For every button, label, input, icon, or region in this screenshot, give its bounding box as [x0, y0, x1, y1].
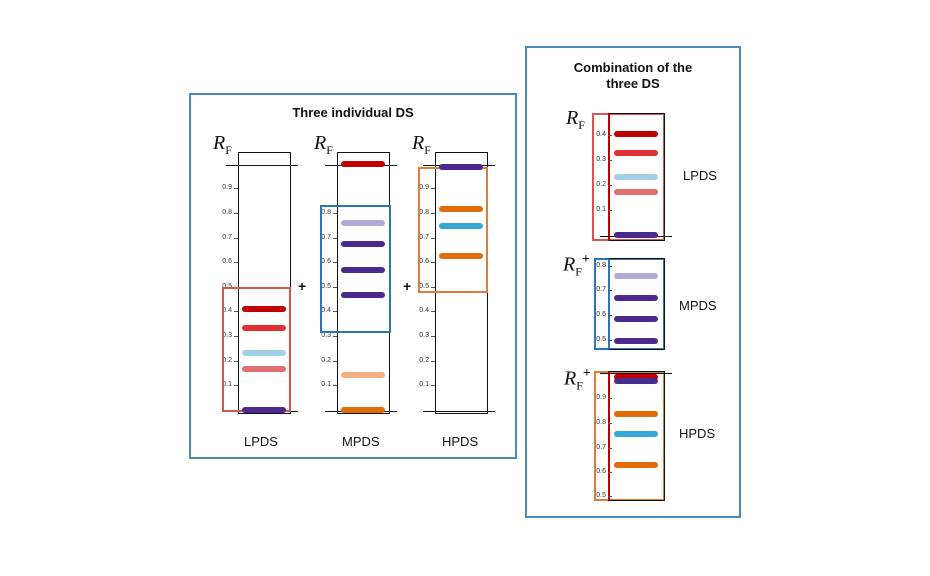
tick: 0.7 — [210, 234, 232, 241]
band — [439, 223, 483, 229]
band — [614, 174, 658, 180]
rf-label-lpds: RF — [213, 132, 232, 158]
tick: 0.3 — [407, 332, 429, 339]
band — [341, 241, 385, 247]
tick: 0.8 — [584, 262, 606, 269]
band — [242, 350, 286, 356]
tick: 0.9 — [210, 184, 232, 191]
tick: 0.6 — [584, 311, 606, 318]
band — [242, 306, 286, 312]
tick: 0.4 — [407, 307, 429, 314]
lpds-front-line — [226, 165, 298, 166]
plus-sign: + — [298, 278, 306, 294]
band — [614, 462, 658, 468]
column-label-hpds: HPDS — [442, 434, 478, 449]
band — [439, 164, 483, 170]
panel-title: Three individual DS — [191, 105, 515, 121]
band — [242, 325, 286, 331]
rf-label-hpds: RF+ — [564, 366, 591, 394]
band — [614, 316, 658, 322]
band — [614, 295, 658, 301]
tick: 0.2 — [584, 181, 606, 188]
column-label-mpds: MPDS — [342, 434, 380, 449]
tick: 0.3 — [309, 332, 331, 339]
band — [614, 338, 658, 344]
hpds-range-box — [418, 167, 488, 293]
band — [614, 378, 658, 384]
band — [341, 267, 385, 273]
band — [341, 161, 385, 167]
tick: 0.6 — [584, 468, 606, 475]
tick: 0.6 — [210, 258, 232, 265]
tick: 0.1 — [584, 206, 606, 213]
band — [614, 273, 658, 279]
band — [614, 232, 658, 238]
band — [341, 292, 385, 298]
band — [242, 366, 286, 372]
tick: 0.8 — [210, 209, 232, 216]
tick: 0.5 — [584, 492, 606, 499]
band — [614, 189, 658, 195]
group-label-hpds: HPDS — [679, 426, 715, 441]
tick: 0.3 — [584, 156, 606, 163]
band — [341, 372, 385, 378]
tick: 0.2 — [309, 357, 331, 364]
rf-label-mpds: RF — [314, 132, 333, 158]
group-label-mpds: MPDS — [679, 298, 717, 313]
tick: 0.8 — [584, 419, 606, 426]
tick: 0.5 — [584, 336, 606, 343]
band — [341, 220, 385, 226]
tick: 0.9 — [584, 394, 606, 401]
rf-label-lpds: RF — [566, 107, 585, 133]
rf-label-hpds: RF — [412, 132, 431, 158]
plus-sign: + — [403, 278, 411, 294]
tick: 0.2 — [407, 357, 429, 364]
band — [614, 150, 658, 156]
band — [614, 131, 658, 137]
tick: 0.7 — [584, 286, 606, 293]
tick: 0.1 — [407, 381, 429, 388]
mpds-plate — [608, 258, 665, 350]
band — [439, 253, 483, 259]
band — [341, 407, 385, 413]
tick: 0.4 — [584, 131, 606, 138]
column-label-lpds: LPDS — [244, 434, 278, 449]
band — [242, 407, 286, 413]
band — [614, 431, 658, 437]
tick: 0.1 — [309, 381, 331, 388]
tick: 0.7 — [584, 444, 606, 451]
band — [439, 206, 483, 212]
panel-title: Combination of the three DS — [527, 60, 739, 92]
band — [614, 411, 658, 417]
group-label-lpds: LPDS — [683, 168, 717, 183]
hpds-origin-line — [423, 411, 495, 412]
